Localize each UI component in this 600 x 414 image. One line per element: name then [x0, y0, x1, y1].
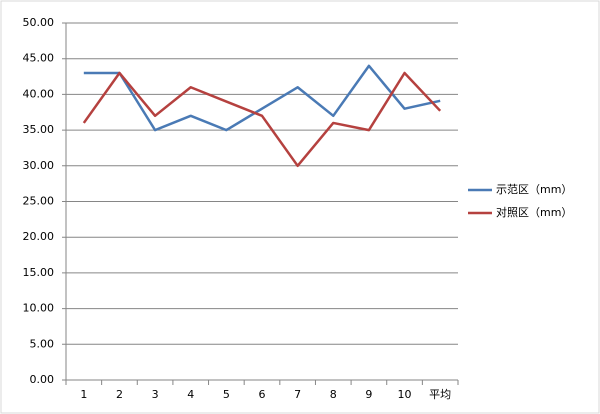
x-tick-label: 5 [223, 388, 230, 401]
series-line [83, 64, 441, 132]
y-tick-label: 20.00 [23, 230, 55, 243]
legend-label: 对照区（mm） [496, 205, 572, 219]
y-tick-label: 45.00 [23, 52, 55, 65]
x-tick-label: 10 [398, 388, 412, 401]
x-tick-label: 1 [80, 388, 87, 401]
x-tick-label: 6 [259, 388, 266, 401]
y-tick-label: 0.00 [30, 373, 55, 386]
series-line [82, 71, 442, 168]
y-tick-label: 5.00 [30, 337, 55, 350]
y-tick-label: 10.00 [23, 302, 55, 315]
x-tick-label: 8 [330, 388, 337, 401]
y-tick-label: 15.00 [23, 266, 55, 279]
y-tick-label: 25.00 [23, 195, 55, 208]
y-tick-label: 40.00 [23, 87, 55, 100]
x-tick-label: 平均 [429, 388, 451, 401]
x-tick-label: 3 [152, 388, 159, 401]
x-tick-label: 9 [365, 388, 372, 401]
y-tick-label: 30.00 [23, 159, 55, 172]
x-tick-label: 4 [187, 388, 194, 401]
x-tick-label: 2 [116, 388, 123, 401]
x-tick-label: 7 [294, 388, 301, 401]
legend-label: 示范区（mm） [496, 182, 572, 196]
y-tick-label: 35.00 [23, 123, 55, 136]
y-tick-label: 50.00 [23, 16, 55, 29]
